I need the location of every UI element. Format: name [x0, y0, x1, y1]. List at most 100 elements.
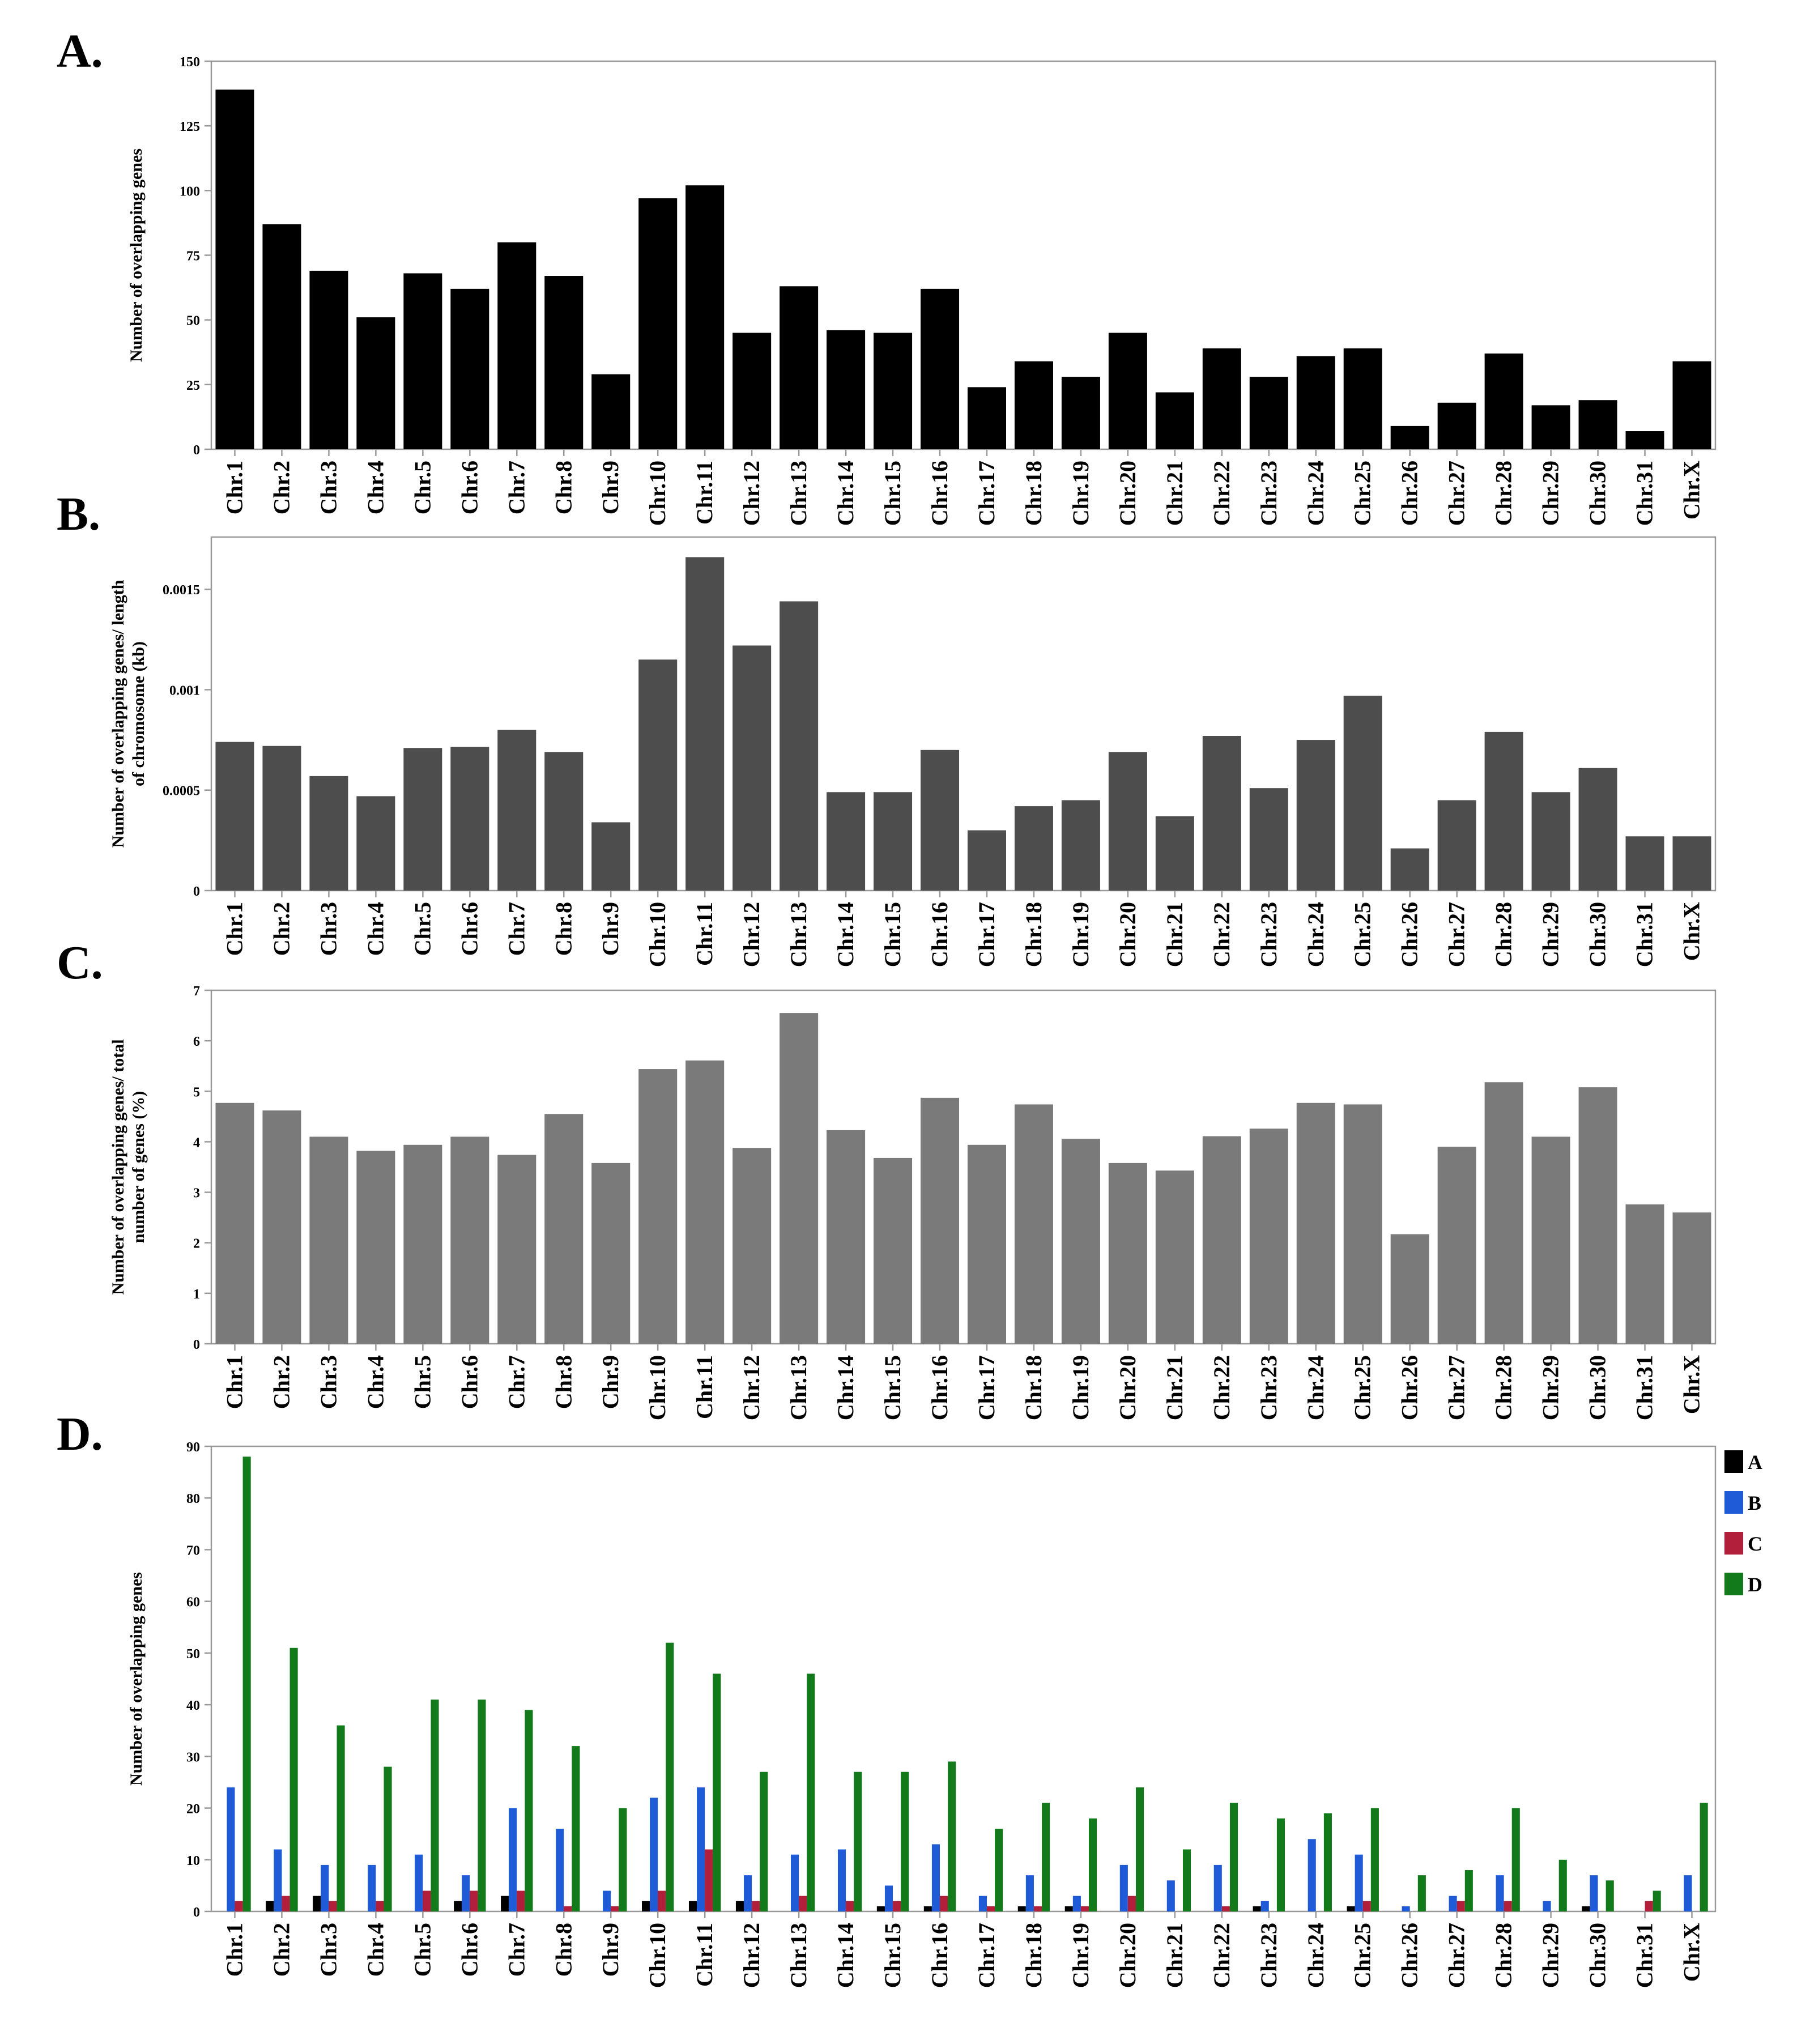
bar-series-d	[1700, 1803, 1708, 1911]
bar-series-b	[1543, 1901, 1551, 1911]
x-tick-label: Chr.29	[1538, 461, 1564, 526]
y-tick-label: 70	[186, 1543, 200, 1558]
x-tick-label: Chr.18	[1021, 461, 1046, 526]
bar	[1484, 731, 1523, 891]
bar-series-a	[688, 1901, 697, 1911]
y-tick-label: 5	[193, 1085, 200, 1100]
x-tick-label: Chr.9	[598, 902, 623, 956]
x-tick-label: Chr.7	[504, 902, 529, 956]
y-axis-label: Number of overlapping genes/ length	[109, 580, 127, 848]
bar-series-b	[1166, 1880, 1175, 1911]
y-tick-label: 6	[193, 1034, 200, 1049]
x-tick-label: Chr.31	[1632, 1923, 1658, 1988]
y-tick-label: 100	[180, 184, 200, 199]
bar-series-d	[713, 1673, 721, 1911]
x-tick-label: Chr.3	[316, 1923, 341, 1977]
x-tick-label: Chr.6	[457, 1355, 482, 1409]
bar	[544, 752, 584, 891]
bar	[685, 185, 725, 449]
bar	[1531, 1136, 1570, 1344]
x-tick-label: Chr.21	[1162, 902, 1187, 967]
y-tick-label: 75	[186, 249, 200, 264]
y-tick-label: 0.0005	[163, 784, 200, 799]
bar-series-d	[1323, 1813, 1332, 1911]
x-tick-label: Chr.24	[1303, 902, 1328, 967]
bar-series-a	[501, 1896, 509, 1911]
legend-label: B	[1748, 1492, 1761, 1514]
x-tick-label: Chr.23	[1256, 1355, 1281, 1420]
bar	[1249, 788, 1288, 891]
bar	[1625, 836, 1664, 891]
bar-series-a	[454, 1901, 462, 1911]
bar	[309, 776, 348, 891]
x-tick-label: Chr.16	[927, 902, 952, 967]
bar	[1343, 696, 1382, 891]
bar-series-b	[931, 1844, 940, 1911]
y-tick-label: 80	[186, 1492, 200, 1506]
x-tick-label: Chr.8	[551, 1923, 576, 1977]
y-tick-label: 0	[193, 884, 200, 899]
x-tick-label: Chr.28	[1491, 902, 1517, 967]
x-tick-label: Chr.20	[1115, 1923, 1140, 1988]
x-tick-label: Chr.17	[974, 461, 999, 526]
x-tick-label: Chr.1	[222, 902, 247, 956]
x-tick-label: Chr.10	[645, 902, 670, 967]
bar-series-c	[1221, 1906, 1230, 1911]
bar-series-b	[697, 1787, 705, 1911]
x-tick-label: Chr.30	[1585, 1923, 1611, 1988]
x-tick-label: Chr.19	[1068, 461, 1093, 526]
x-tick-label: Chr.12	[739, 1923, 764, 1988]
plot-frame	[210, 1445, 1717, 1913]
x-tick-label: Chr.17	[974, 902, 999, 967]
bar-series-a	[1347, 1906, 1355, 1911]
bar	[215, 1102, 254, 1344]
bar-series-b	[368, 1864, 376, 1911]
bar	[1014, 1104, 1053, 1344]
bar	[1390, 1234, 1429, 1344]
x-tick-label: Chr.18	[1021, 902, 1046, 967]
bar-series-b	[744, 1875, 752, 1911]
x-tick-label: Chr.15	[880, 1923, 905, 1988]
bar	[1578, 400, 1617, 449]
bar-series-c	[1033, 1906, 1042, 1911]
bar-series-d	[337, 1725, 345, 1911]
bar	[215, 742, 254, 891]
bar	[1484, 1082, 1523, 1344]
x-tick-label: Chr.27	[1444, 902, 1470, 967]
x-tick-label: Chr.24	[1303, 1355, 1328, 1420]
bar	[1578, 1087, 1617, 1344]
bar-series-b	[603, 1890, 611, 1911]
bar-series-d	[1511, 1808, 1520, 1911]
bar	[403, 748, 442, 891]
x-tick-label: Chr.10	[645, 1923, 670, 1988]
x-tick-label: Chr.21	[1162, 1923, 1187, 1988]
bar-series-b	[1449, 1896, 1457, 1911]
x-tick-label: Chr.14	[833, 1923, 858, 1988]
bar	[1014, 361, 1053, 449]
x-tick-label: Chr.29	[1538, 1923, 1564, 1988]
bar	[591, 374, 631, 449]
x-tick-label: Chr.4	[363, 1355, 388, 1409]
x-tick-label: Chr.17	[974, 1355, 999, 1420]
bar-series-d	[1229, 1803, 1238, 1911]
bar	[1061, 800, 1100, 891]
x-tick-label: Chr.30	[1585, 1355, 1611, 1420]
bar	[1343, 1104, 1382, 1344]
bar	[967, 830, 1007, 891]
legend-label: D	[1748, 1573, 1762, 1596]
bar-series-b	[1402, 1906, 1410, 1911]
bar	[1108, 1162, 1147, 1344]
bar	[638, 1069, 678, 1344]
bar-series-b	[1308, 1839, 1316, 1911]
bar-series-c	[846, 1901, 854, 1911]
y-axis-label: Number of overlapping genes	[127, 148, 146, 362]
bar-series-d	[1605, 1880, 1614, 1911]
x-tick-label: Chr.20	[1115, 902, 1140, 967]
x-tick-label: Chr.28	[1491, 1923, 1517, 1988]
bar	[1672, 361, 1711, 449]
bar-series-b	[978, 1896, 987, 1911]
x-tick-label: Chr.6	[457, 902, 482, 956]
bar-series-d	[995, 1829, 1003, 1911]
x-tick-label: Chr.27	[1444, 461, 1470, 526]
bar-series-d	[1276, 1818, 1285, 1911]
